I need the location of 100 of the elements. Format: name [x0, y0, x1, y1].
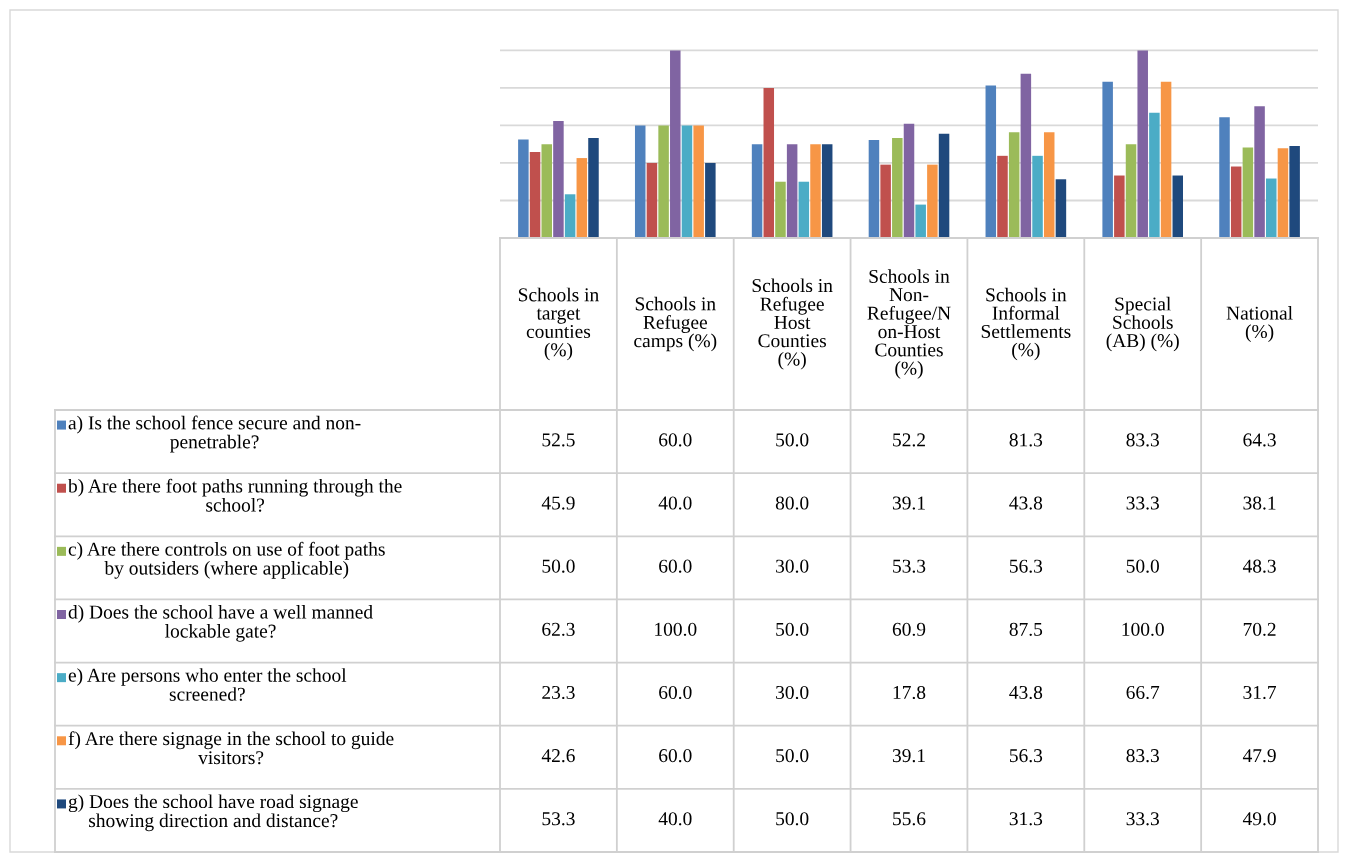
data-label: 100.0: [1122, 622, 1164, 636]
data-label: 52.2: [893, 433, 925, 447]
bar: [1277, 148, 1289, 238]
bar: [658, 125, 669, 238]
data-label: 39.1: [892, 749, 925, 763]
bar: [1172, 175, 1184, 238]
legend-label: d) Does the school have a well manned lockable gate?: [68, 605, 373, 642]
data-label: 31.7: [1243, 685, 1277, 700]
bar: [938, 133, 950, 238]
data-label: 47.9: [1242, 749, 1276, 763]
data-label: 49.0: [1242, 812, 1276, 826]
data-label: 87.5: [1009, 622, 1043, 636]
data-label: 62.3: [542, 622, 575, 636]
bar: [1160, 81, 1172, 238]
legend-label: c) Are there controls on use of foot paths by outsiders (where applicable): [68, 541, 385, 579]
bar: [915, 204, 926, 238]
bar: [786, 144, 798, 238]
data-label: 43.8: [1009, 685, 1043, 700]
data-label: 60.0: [659, 685, 692, 700]
data-label: 40.0: [658, 812, 692, 826]
data-label: 83.3: [1126, 749, 1159, 763]
data-label: 45.9: [541, 496, 575, 510]
data-label: 80.0: [775, 496, 809, 510]
bar: [634, 125, 646, 238]
data-label: 60.0: [659, 749, 692, 763]
data-label: 50.0: [542, 559, 575, 573]
x-tick-label: Schools in Refugee Host Counties (%): [752, 278, 833, 370]
data-label: 23.3: [542, 685, 575, 700]
data-label: 100.0: [655, 622, 697, 636]
x-tick-label: Schools in Informal Settlements (%): [981, 287, 1071, 361]
data-label: 50.0: [776, 812, 809, 826]
data-label: 60.0: [659, 559, 692, 573]
bar: [880, 164, 891, 238]
data-label: 60.9: [892, 622, 926, 636]
bar: [705, 162, 716, 238]
data-label: 33.3: [1126, 812, 1159, 826]
bar: [1266, 178, 1277, 238]
bar: [588, 138, 599, 238]
x-tick-label: Schools in Refugee camps (%): [634, 296, 717, 352]
bar: [693, 125, 704, 238]
bar: [1020, 73, 1032, 238]
x-tick-label: Special Schools (AB) (%): [1106, 296, 1179, 352]
bar: [763, 87, 775, 238]
data-label: 42.6: [541, 749, 575, 763]
bar: [1008, 132, 1020, 238]
x-tick-label: Schools in target counties (%): [518, 287, 599, 361]
bar: [529, 151, 541, 238]
legend-label: a) Is the school fence secure and non- penetrable?: [68, 415, 361, 453]
bar: [1137, 50, 1148, 238]
bar: [564, 194, 576, 238]
bar: [1254, 106, 1265, 238]
bar: [541, 144, 552, 238]
bar: [1032, 155, 1043, 238]
data-label: 30.0: [776, 685, 809, 700]
bar: [798, 181, 810, 238]
data-label: 50.0: [776, 433, 809, 447]
data-label: 53.3: [542, 812, 575, 826]
legend-label: e) Are persons who enter the school screened?: [68, 668, 347, 701]
data-label: 50.0: [776, 749, 809, 763]
bar: [576, 158, 588, 238]
data-label: 55.6: [893, 812, 926, 826]
bar: [681, 125, 693, 238]
data-label: 33.3: [1126, 496, 1159, 510]
bar: [985, 85, 997, 238]
bar: [518, 139, 529, 238]
data-label: 66.7: [1126, 685, 1160, 700]
x-tick-label: Schools in Non- Refugee/N on-Host Counties (%): [867, 269, 951, 379]
bar: [810, 144, 821, 238]
data-label: 43.8: [1009, 496, 1043, 510]
data-label: 64.3: [1243, 433, 1276, 447]
bar: [1242, 147, 1254, 238]
bar: [903, 123, 915, 238]
bar: [821, 144, 833, 238]
data-label: 30.0: [776, 559, 809, 573]
bar: [997, 155, 1008, 238]
data-label: 52.5: [542, 433, 575, 447]
bar: [775, 181, 786, 238]
legend-label: g) Does the school have road signage showing direction and distance?: [68, 794, 358, 832]
legend-label: f) Are there signage in the school to guide visitors?: [68, 731, 394, 765]
bar: [892, 138, 903, 238]
data-label: 17.8: [893, 685, 926, 700]
data-label: 40.0: [658, 496, 692, 510]
bar: [927, 164, 938, 238]
legend-label: b) Are there foot paths running through the school?: [68, 478, 402, 512]
data-label: 39.1: [892, 496, 925, 510]
bar: [868, 140, 880, 238]
data-label: 83.3: [1126, 433, 1159, 447]
data-label: 81.3: [1009, 433, 1043, 447]
bar: [1043, 132, 1055, 238]
bar: [670, 50, 681, 238]
bar: [1114, 175, 1125, 238]
data-label: 70.2: [1243, 622, 1276, 636]
data-label: 56.3: [1009, 749, 1043, 763]
data-label: 56.3: [1009, 559, 1043, 573]
bar: [1289, 146, 1300, 238]
data-label: 50.0: [1126, 559, 1159, 573]
bar: [1149, 112, 1160, 238]
bar: [1219, 117, 1230, 238]
bar: [553, 121, 564, 238]
bar: [646, 162, 658, 238]
